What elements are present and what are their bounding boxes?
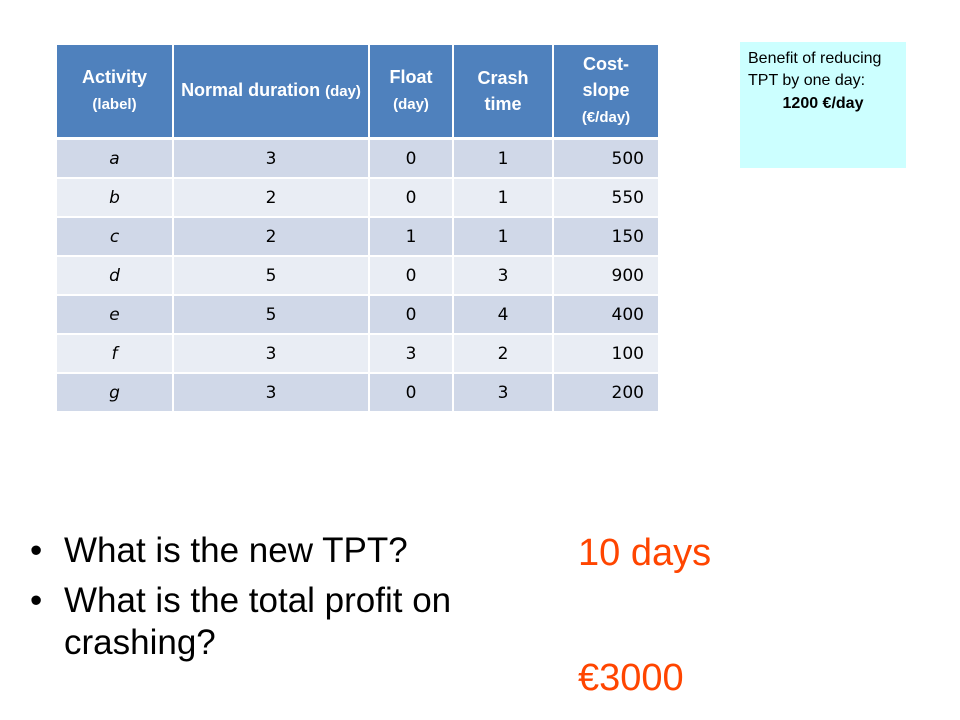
question-text: What is the new TPT?	[64, 531, 408, 570]
normal-duration-cell: 2	[173, 217, 370, 257]
question-item: • What is the total profit on crashing?	[30, 580, 570, 664]
crash-time-cell: 1	[453, 217, 554, 257]
float-cell: 0	[369, 178, 454, 218]
float-cell: 0	[369, 256, 454, 296]
cost-slope-cell: 100	[553, 334, 658, 374]
header-crash-time: Crash time	[453, 45, 554, 140]
header-normal-duration: Normal duration (day)	[173, 45, 370, 140]
header-float: Float (day)	[369, 45, 454, 140]
float-cell: 3	[369, 334, 454, 374]
crash-time-cell: 1	[453, 178, 554, 218]
float-cell: 1	[369, 217, 454, 257]
activity-cell: e	[57, 295, 174, 335]
table-row: g 3 0 3 200	[57, 373, 658, 413]
normal-duration-cell: 3	[173, 373, 370, 413]
cost-slope-cell: 200	[553, 373, 658, 413]
normal-duration-cell: 5	[173, 256, 370, 296]
benefit-box: Benefit of reducing TPT by one day: 1200…	[740, 42, 906, 168]
table-row: e 5 0 4 400	[57, 295, 658, 335]
benefit-value: 1200 €/day	[782, 95, 864, 112]
bullet-icon: •	[30, 581, 43, 620]
question-item: • What is the new TPT?	[30, 530, 570, 572]
question-list: • What is the new TPT? • What is the tot…	[30, 530, 570, 672]
normal-duration-cell: 5	[173, 295, 370, 335]
table-header-row: Activity (label) Normal duration (day) Fl…	[57, 45, 658, 140]
activity-cell: a	[57, 138, 174, 179]
question-text: What is the total profit on crashing?	[64, 581, 452, 662]
float-cell: 0	[369, 295, 454, 335]
float-cell: 0	[369, 373, 454, 413]
header-activity: Activity (label)	[57, 45, 174, 140]
crash-time-cell: 3	[453, 256, 554, 296]
activity-cell: b	[57, 178, 174, 218]
crash-time-cell: 3	[453, 373, 554, 413]
cost-slope-cell: 900	[553, 256, 658, 296]
table-row: c 2 1 1 150	[57, 217, 658, 257]
crash-time-cell: 1	[453, 138, 554, 179]
table-row: a 3 0 1 500	[57, 138, 658, 179]
activity-cell: c	[57, 217, 174, 257]
activity-cell: d	[57, 256, 174, 296]
crash-time-cell: 2	[453, 334, 554, 374]
normal-duration-cell: 2	[173, 178, 370, 218]
header-cost-slope: Cost-slope (€/day)	[553, 45, 658, 140]
table-row: f 3 3 2 100	[57, 334, 658, 374]
activity-cell: g	[57, 373, 174, 413]
cost-slope-cell: 400	[553, 295, 658, 335]
cost-slope-cell: 500	[553, 138, 658, 179]
table-row: d 5 0 3 900	[57, 256, 658, 296]
answer-total-profit: €3000	[578, 657, 684, 699]
normal-duration-cell: 3	[173, 138, 370, 179]
benefit-text: Benefit of reducing TPT by one day:	[748, 50, 882, 89]
activity-cell: f	[57, 334, 174, 374]
table-row: b 2 0 1 550	[57, 178, 658, 218]
cost-slope-cell: 150	[553, 217, 658, 257]
crash-time-cell: 4	[453, 295, 554, 335]
answer-new-tpt: 10 days	[578, 532, 712, 574]
normal-duration-cell: 3	[173, 334, 370, 374]
cost-slope-cell: 550	[553, 178, 658, 218]
float-cell: 0	[369, 138, 454, 179]
bullet-icon: •	[30, 531, 43, 570]
crash-table: Activity (label) Normal duration (day) Fl…	[57, 45, 658, 413]
